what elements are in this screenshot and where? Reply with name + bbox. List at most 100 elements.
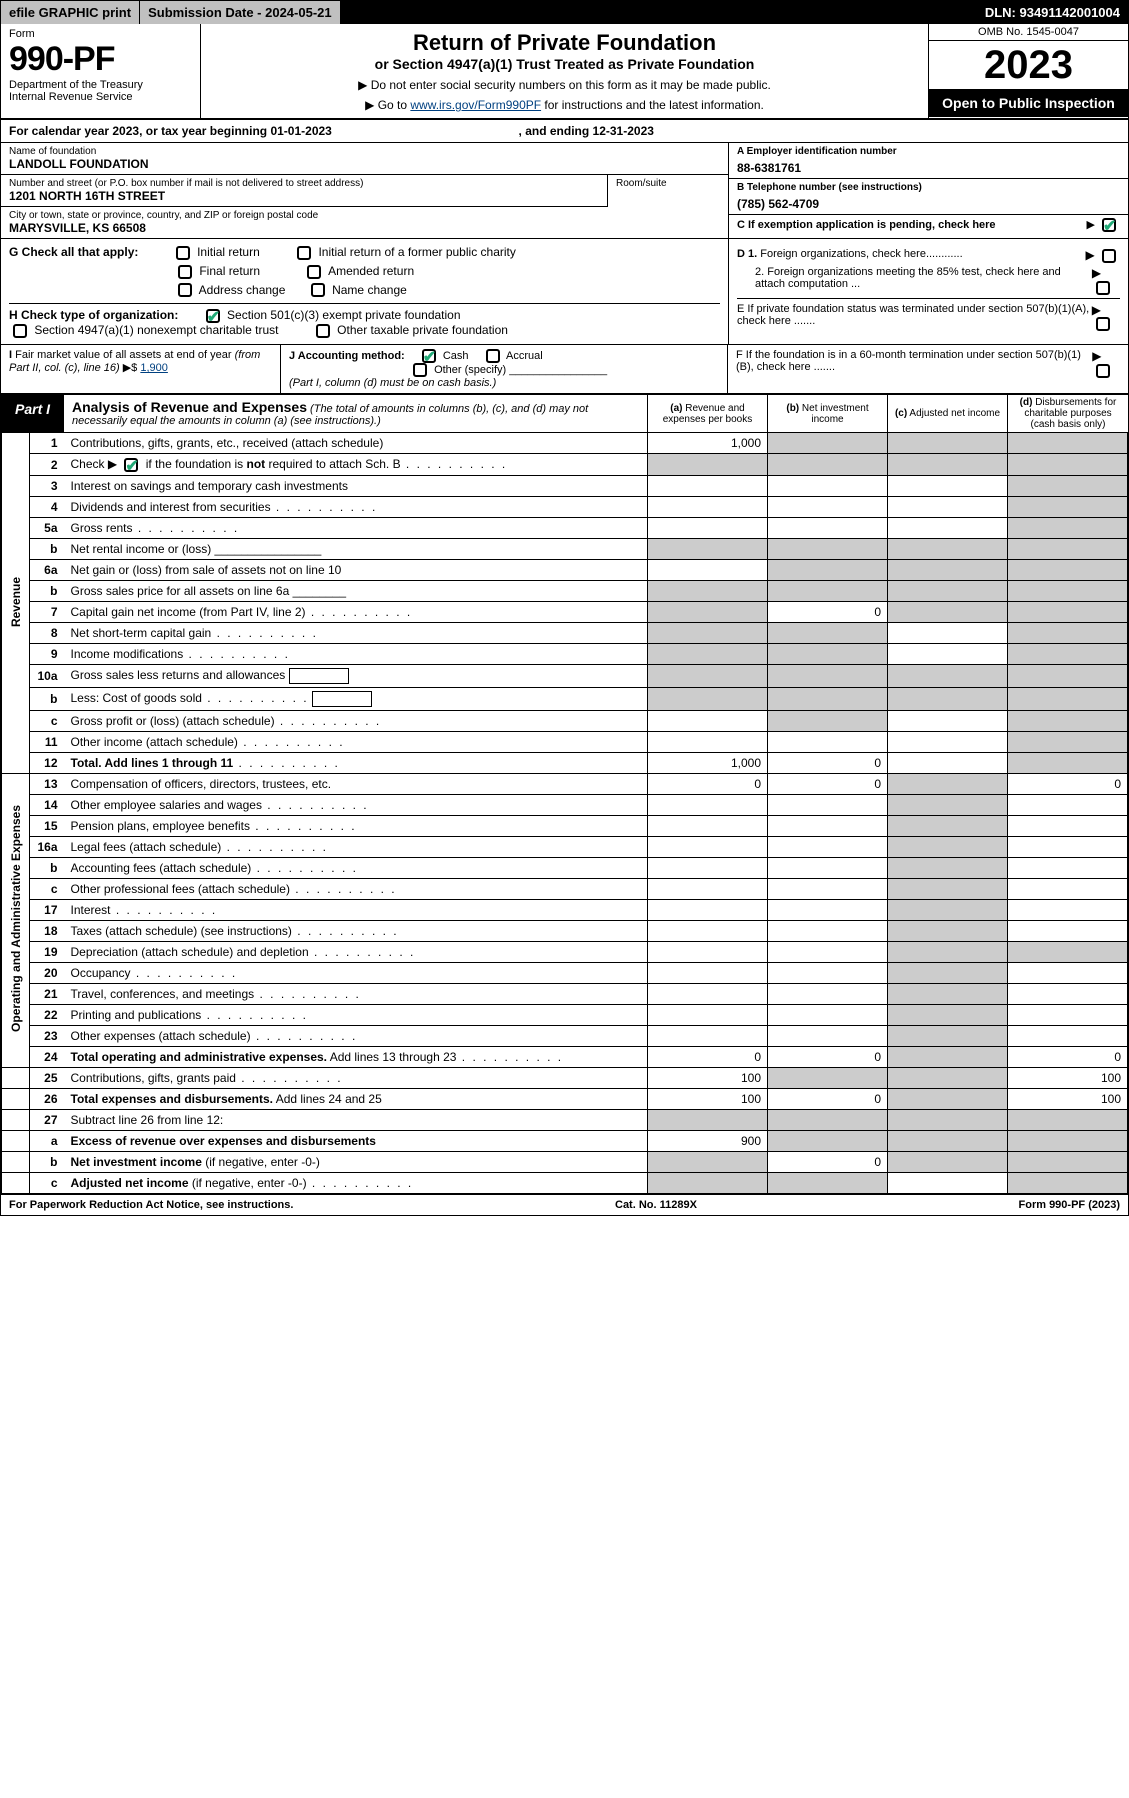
section-g: G Check all that apply: Initial return I… <box>1 239 1128 344</box>
row-2: 2Check ▶ if the foundation is not requir… <box>2 454 1128 476</box>
row-10c: cGross profit or (loss) (attach schedule… <box>2 710 1128 731</box>
name-change-checkbox[interactable] <box>311 283 325 297</box>
info-right: A Employer identification number 88-6381… <box>728 143 1128 238</box>
row-27c: cAdjusted net income (if negative, enter… <box>2 1172 1128 1193</box>
row-5a: 5aGross rents <box>2 517 1128 538</box>
calendar-year-row: For calendar year 2023, or tax year begi… <box>1 120 1128 143</box>
row-10a: 10aGross sales less returns and allowanc… <box>2 664 1128 687</box>
row-16c: cOther professional fees (attach schedul… <box>2 878 1128 899</box>
form-number: 990-PF <box>9 40 192 79</box>
row-8: 8Net short-term capital gain <box>2 622 1128 643</box>
accrual-checkbox[interactable] <box>486 349 500 363</box>
footer-left: For Paperwork Reduction Act Notice, see … <box>9 1199 293 1211</box>
phone-cell: B Telephone number (see instructions) (7… <box>729 179 1128 215</box>
row-20: 20Occupancy <box>2 962 1128 983</box>
part1-label: Part I <box>1 395 64 432</box>
row-17: 17Interest <box>2 899 1128 920</box>
row-18: 18Taxes (attach schedule) (see instructi… <box>2 920 1128 941</box>
footer-mid: Cat. No. 11289X <box>615 1199 697 1211</box>
efile-label[interactable]: efile GRAPHIC print <box>1 1 140 24</box>
section-i: I Fair market value of all assets at end… <box>1 345 281 393</box>
initial-return-checkbox[interactable] <box>176 246 190 260</box>
info-section: Name of foundation LANDOLL FOUNDATION Nu… <box>1 143 1128 239</box>
ein-cell: A Employer identification number 88-6381… <box>729 143 1128 179</box>
initial-former-checkbox[interactable] <box>297 246 311 260</box>
row-7: 7Capital gain net income (from Part IV, … <box>2 601 1128 622</box>
row-27: 27Subtract line 26 from line 12: <box>2 1109 1128 1130</box>
header-right: OMB No. 1545-0047 2023 Open to Public In… <box>928 24 1128 118</box>
tax-year: 2023 <box>929 41 1128 89</box>
cash-checkbox[interactable] <box>422 349 436 363</box>
city-cell: City or town, state or province, country… <box>1 207 728 238</box>
info-left: Name of foundation LANDOLL FOUNDATION Nu… <box>1 143 728 238</box>
form-title: Return of Private Foundation <box>211 30 918 56</box>
d2-checkbox[interactable] <box>1096 281 1110 295</box>
row-26: 26Total expenses and disbursements. Add … <box>2 1088 1128 1109</box>
address-change-checkbox[interactable] <box>178 283 192 297</box>
submission-date: Submission Date - 2024-05-21 <box>140 1 341 24</box>
amended-checkbox[interactable] <box>307 265 321 279</box>
d2-row: 2. Foreign organizations meeting the 85%… <box>737 266 1120 295</box>
room-cell: Room/suite <box>608 175 728 207</box>
final-return-checkbox[interactable] <box>178 265 192 279</box>
dept-treasury: Department of the Treasury <box>9 79 192 91</box>
d1-row: D 1. Foreign organizations, check here..… <box>737 248 1120 263</box>
part1-header: Part I Analysis of Revenue and Expenses … <box>1 393 1128 433</box>
row-12: 12Total. Add lines 1 through 111,0000 <box>2 752 1128 773</box>
row-21: 21Travel, conferences, and meetings <box>2 983 1128 1004</box>
foundation-name-cell: Name of foundation LANDOLL FOUNDATION <box>1 143 728 175</box>
other-taxable-checkbox[interactable] <box>316 324 330 338</box>
header-left: Form 990-PF Department of the Treasury I… <box>1 24 201 118</box>
row-6b: bGross sales price for all assets on lin… <box>2 580 1128 601</box>
form-subtitle: or Section 4947(a)(1) Trust Treated as P… <box>211 56 918 72</box>
row-22: 22Printing and publications <box>2 1004 1128 1025</box>
row-5b: bNet rental income or (loss) ___________… <box>2 538 1128 559</box>
row-11: 11Other income (attach schedule) <box>2 731 1128 752</box>
row-25: 25Contributions, gifts, grants paid10010… <box>2 1067 1128 1088</box>
row-19: 19Depreciation (attach schedule) and dep… <box>2 941 1128 962</box>
header-center: Return of Private Foundation or Section … <box>201 24 928 118</box>
fmv-link[interactable]: 1,900 <box>140 362 168 374</box>
row-27b: bNet investment income (if negative, ent… <box>2 1151 1128 1172</box>
irs-link[interactable]: www.irs.gov/Form990PF <box>410 98 541 112</box>
row-15: 15Pension plans, employee benefits <box>2 815 1128 836</box>
c-pending-cell: C If exemption application is pending, c… <box>729 215 1128 235</box>
form-label: Form <box>9 28 192 40</box>
instruction-1: ▶ Do not enter social security numbers o… <box>211 78 918 92</box>
row-23: 23Other expenses (attach schedule) <box>2 1025 1128 1046</box>
row-16a: 16aLegal fees (attach schedule) <box>2 836 1128 857</box>
dln: DLN: 93491142001004 <box>977 1 1128 24</box>
row-6a: 6aNet gain or (loss) from sale of assets… <box>2 559 1128 580</box>
other-method-checkbox[interactable] <box>413 363 427 377</box>
col-c-header: (c) Adjusted net income <box>888 395 1008 432</box>
footer-right: Form 990-PF (2023) <box>1019 1199 1121 1211</box>
col-b-header: (b) Net investment income <box>768 395 888 432</box>
e-row: E If private foundation status was termi… <box>737 298 1120 332</box>
section-ijf: I Fair market value of all assets at end… <box>1 344 1128 393</box>
form-container: efile GRAPHIC print Submission Date - 20… <box>0 0 1129 1216</box>
row-14: 14Other employee salaries and wages <box>2 794 1128 815</box>
e-checkbox[interactable] <box>1096 317 1110 331</box>
row-9: 9Income modifications <box>2 643 1128 664</box>
section-f: F If the foundation is in a 60-month ter… <box>728 345 1128 393</box>
part1-title: Analysis of Revenue and Expenses (The to… <box>64 395 648 432</box>
4947-checkbox[interactable] <box>13 324 27 338</box>
omb-number: OMB No. 1545-0047 <box>929 24 1128 41</box>
d1-checkbox[interactable] <box>1102 249 1116 263</box>
instruction-2: ▶ Go to www.irs.gov/Form990PF for instru… <box>211 98 918 112</box>
form-header: Form 990-PF Department of the Treasury I… <box>1 24 1128 120</box>
c-checkbox[interactable] <box>1102 218 1116 232</box>
row-27a: aExcess of revenue over expenses and dis… <box>2 1130 1128 1151</box>
dept-irs: Internal Revenue Service <box>9 91 192 103</box>
address-cell: Number and street (or P.O. box number if… <box>1 175 608 207</box>
row-13: Operating and Administrative Expenses 13… <box>2 773 1128 794</box>
top-bar: efile GRAPHIC print Submission Date - 20… <box>1 1 1128 24</box>
col-d-header: (d) Disbursements for charitable purpose… <box>1008 395 1128 432</box>
row-24: 24Total operating and administrative exp… <box>2 1046 1128 1067</box>
schb-checkbox[interactable] <box>124 458 138 472</box>
501c3-checkbox[interactable] <box>206 309 220 323</box>
col-a-header: (a) Revenue and expenses per books <box>648 395 768 432</box>
open-public-badge: Open to Public Inspection <box>929 89 1128 117</box>
row-16b: bAccounting fees (attach schedule) <box>2 857 1128 878</box>
f-checkbox[interactable] <box>1096 364 1110 378</box>
